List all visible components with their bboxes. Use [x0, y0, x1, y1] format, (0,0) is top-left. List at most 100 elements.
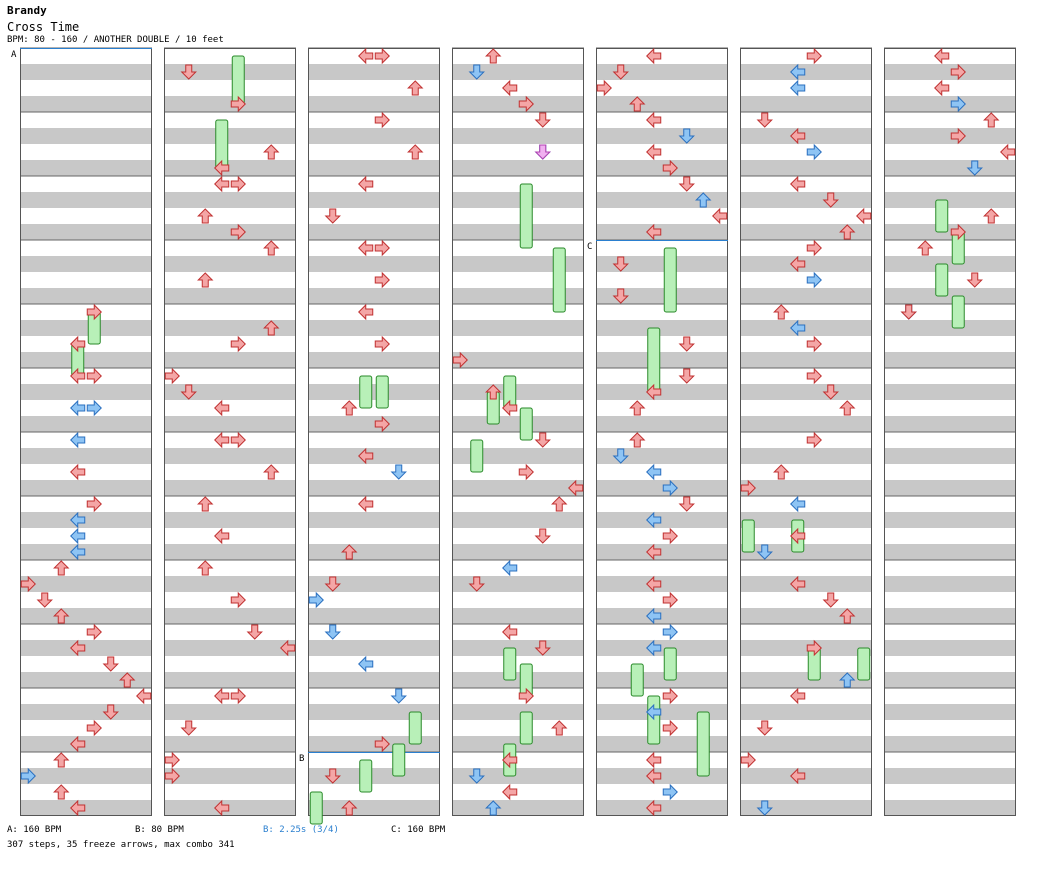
beat-band — [452, 288, 584, 304]
beat-band — [596, 768, 728, 784]
beat-band — [452, 640, 584, 656]
beat-band — [884, 480, 1016, 496]
step-arrow-quarter — [86, 495, 102, 513]
step-arrow-quarter — [214, 431, 230, 449]
step-arrow-quarter — [756, 720, 773, 736]
step-arrow-eighth — [70, 527, 86, 545]
beat-band — [452, 64, 584, 80]
beat-band — [884, 800, 1016, 816]
beat-band — [596, 128, 728, 144]
chart-summary: 307 steps, 35 freeze arrows, max combo 3… — [7, 840, 235, 850]
step-arrow-quarter — [756, 112, 773, 128]
beat-band — [740, 704, 872, 720]
beat-band — [164, 800, 296, 816]
step-arrow-quarter — [374, 415, 390, 433]
beat-band — [596, 160, 728, 176]
freeze-arrow — [519, 711, 533, 745]
beat-band — [740, 544, 872, 560]
step-arrow-eighth — [790, 495, 806, 513]
step-arrow-eighth — [646, 511, 662, 529]
step-arrow-quarter — [806, 47, 822, 65]
step-arrow-quarter — [502, 783, 518, 801]
step-arrow-quarter — [164, 367, 180, 385]
step-arrow-quarter — [629, 96, 646, 112]
step-arrow-eighth — [468, 64, 485, 80]
step-arrow-quarter — [70, 639, 86, 657]
step-arrow-quarter — [502, 79, 518, 97]
beat-band — [164, 512, 296, 528]
beat-band — [596, 384, 728, 400]
step-arrow-quarter — [983, 208, 1000, 224]
step-arrow-quarter — [214, 527, 230, 545]
step-arrow-quarter — [806, 335, 822, 353]
step-arrow-eighth — [646, 463, 662, 481]
beat-band — [740, 576, 872, 592]
step-arrow-quarter — [518, 463, 534, 481]
step-arrow-quarter — [790, 127, 806, 145]
beat-band — [596, 576, 728, 592]
step-arrow-eighth — [662, 479, 678, 497]
beat-band — [596, 192, 728, 208]
beat-band — [884, 672, 1016, 688]
step-arrow-quarter — [740, 479, 756, 497]
step-arrow-quarter — [822, 192, 839, 208]
beat-band — [884, 288, 1016, 304]
step-arrow-quarter — [646, 111, 662, 129]
step-arrow-quarter — [374, 271, 390, 289]
step-arrow-quarter — [263, 144, 280, 160]
step-arrow-eighth — [502, 559, 518, 577]
step-arrow-quarter — [407, 144, 424, 160]
step-arrow-quarter — [790, 255, 806, 273]
beat-band — [452, 96, 584, 112]
beat-band — [740, 768, 872, 784]
beat-band — [740, 320, 872, 336]
freeze-arrow — [392, 743, 406, 777]
chart-column-frame — [740, 48, 872, 816]
beat-band — [164, 768, 296, 784]
beat-band — [20, 160, 152, 176]
beat-band — [740, 64, 872, 80]
beat-band — [452, 704, 584, 720]
step-arrow-quarter — [596, 79, 612, 97]
step-arrow-quarter — [263, 320, 280, 336]
step-arrow-quarter — [358, 447, 374, 465]
beat-band — [20, 192, 152, 208]
song-title: Cross Time — [7, 20, 80, 34]
beat-band — [740, 800, 872, 816]
step-arrow-quarter — [36, 592, 53, 608]
beat-band — [596, 416, 728, 432]
beat-band — [164, 416, 296, 432]
freeze-arrow — [408, 711, 422, 745]
step-arrow-eighth — [70, 511, 86, 529]
beat-band — [308, 192, 440, 208]
step-arrow-quarter — [53, 560, 70, 576]
beat-band — [308, 736, 440, 752]
beat-band — [164, 736, 296, 752]
beat-band — [452, 384, 584, 400]
freeze-arrow — [647, 695, 661, 745]
step-arrow-quarter — [324, 576, 341, 592]
step-arrow-quarter — [86, 367, 102, 385]
beat-band — [452, 320, 584, 336]
step-arrow-quarter — [263, 464, 280, 480]
beat-band — [20, 480, 152, 496]
step-arrow-eighth — [468, 768, 485, 784]
beat-band — [740, 256, 872, 272]
beat-band — [20, 736, 152, 752]
step-arrow-quarter — [485, 48, 502, 64]
beat-band — [884, 352, 1016, 368]
step-arrow-quarter — [502, 623, 518, 641]
beat-band — [308, 640, 440, 656]
step-arrow-eighth — [646, 607, 662, 625]
beat-band — [884, 256, 1016, 272]
step-arrow-quarter — [534, 112, 551, 128]
freeze-arrow — [359, 759, 373, 793]
step-arrow-eighth — [662, 623, 678, 641]
step-arrow-quarter — [646, 575, 662, 593]
step-arrow-quarter — [180, 64, 197, 80]
step-arrow-quarter — [358, 303, 374, 321]
step-arrow-quarter — [790, 175, 806, 193]
freeze-arrow — [663, 247, 677, 313]
freeze-arrow — [375, 375, 389, 409]
